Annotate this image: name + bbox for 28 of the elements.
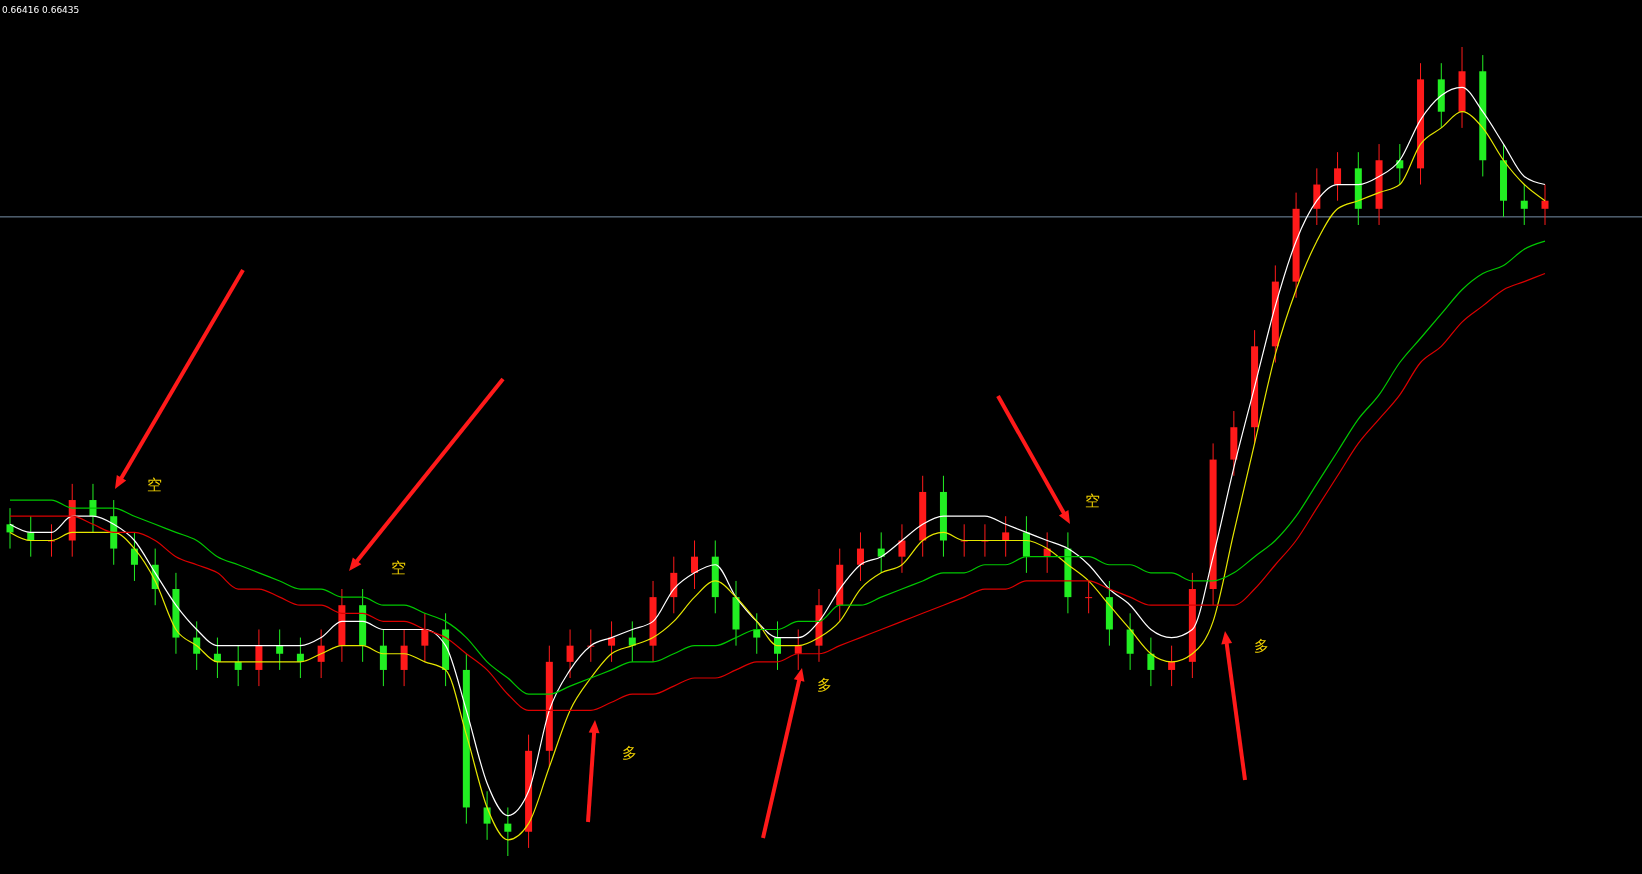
text: 0.66416 0.66435 (2, 5, 80, 15)
candlestick (317, 628, 325, 679)
annotation: 空 (1084, 492, 1100, 510)
candlestick (1168, 645, 1176, 687)
candlestick (1147, 637, 1155, 687)
candlestick (130, 531, 138, 582)
candlestick (234, 645, 242, 687)
annotation: 空 (146, 476, 162, 494)
candlestick (774, 620, 781, 671)
candlestick (1334, 151, 1342, 202)
candlestick (608, 620, 616, 663)
candlestick (1085, 580, 1093, 614)
candlestick (566, 628, 574, 679)
candlestick (856, 531, 864, 582)
annotation: 多 (816, 676, 832, 694)
candlestick (898, 523, 906, 574)
candlestick (276, 628, 284, 671)
candlestick (753, 612, 761, 655)
annotation: 多 (1253, 637, 1269, 655)
candlestick (504, 806, 512, 857)
annotation: 空 (390, 559, 406, 577)
annotation: 多 (621, 744, 637, 762)
candlestick (1520, 184, 1528, 226)
candlestick (1002, 515, 1010, 558)
candlestick (691, 539, 699, 590)
candlestick (1541, 184, 1549, 226)
candlestick (483, 790, 491, 841)
candlestick (421, 612, 429, 663)
